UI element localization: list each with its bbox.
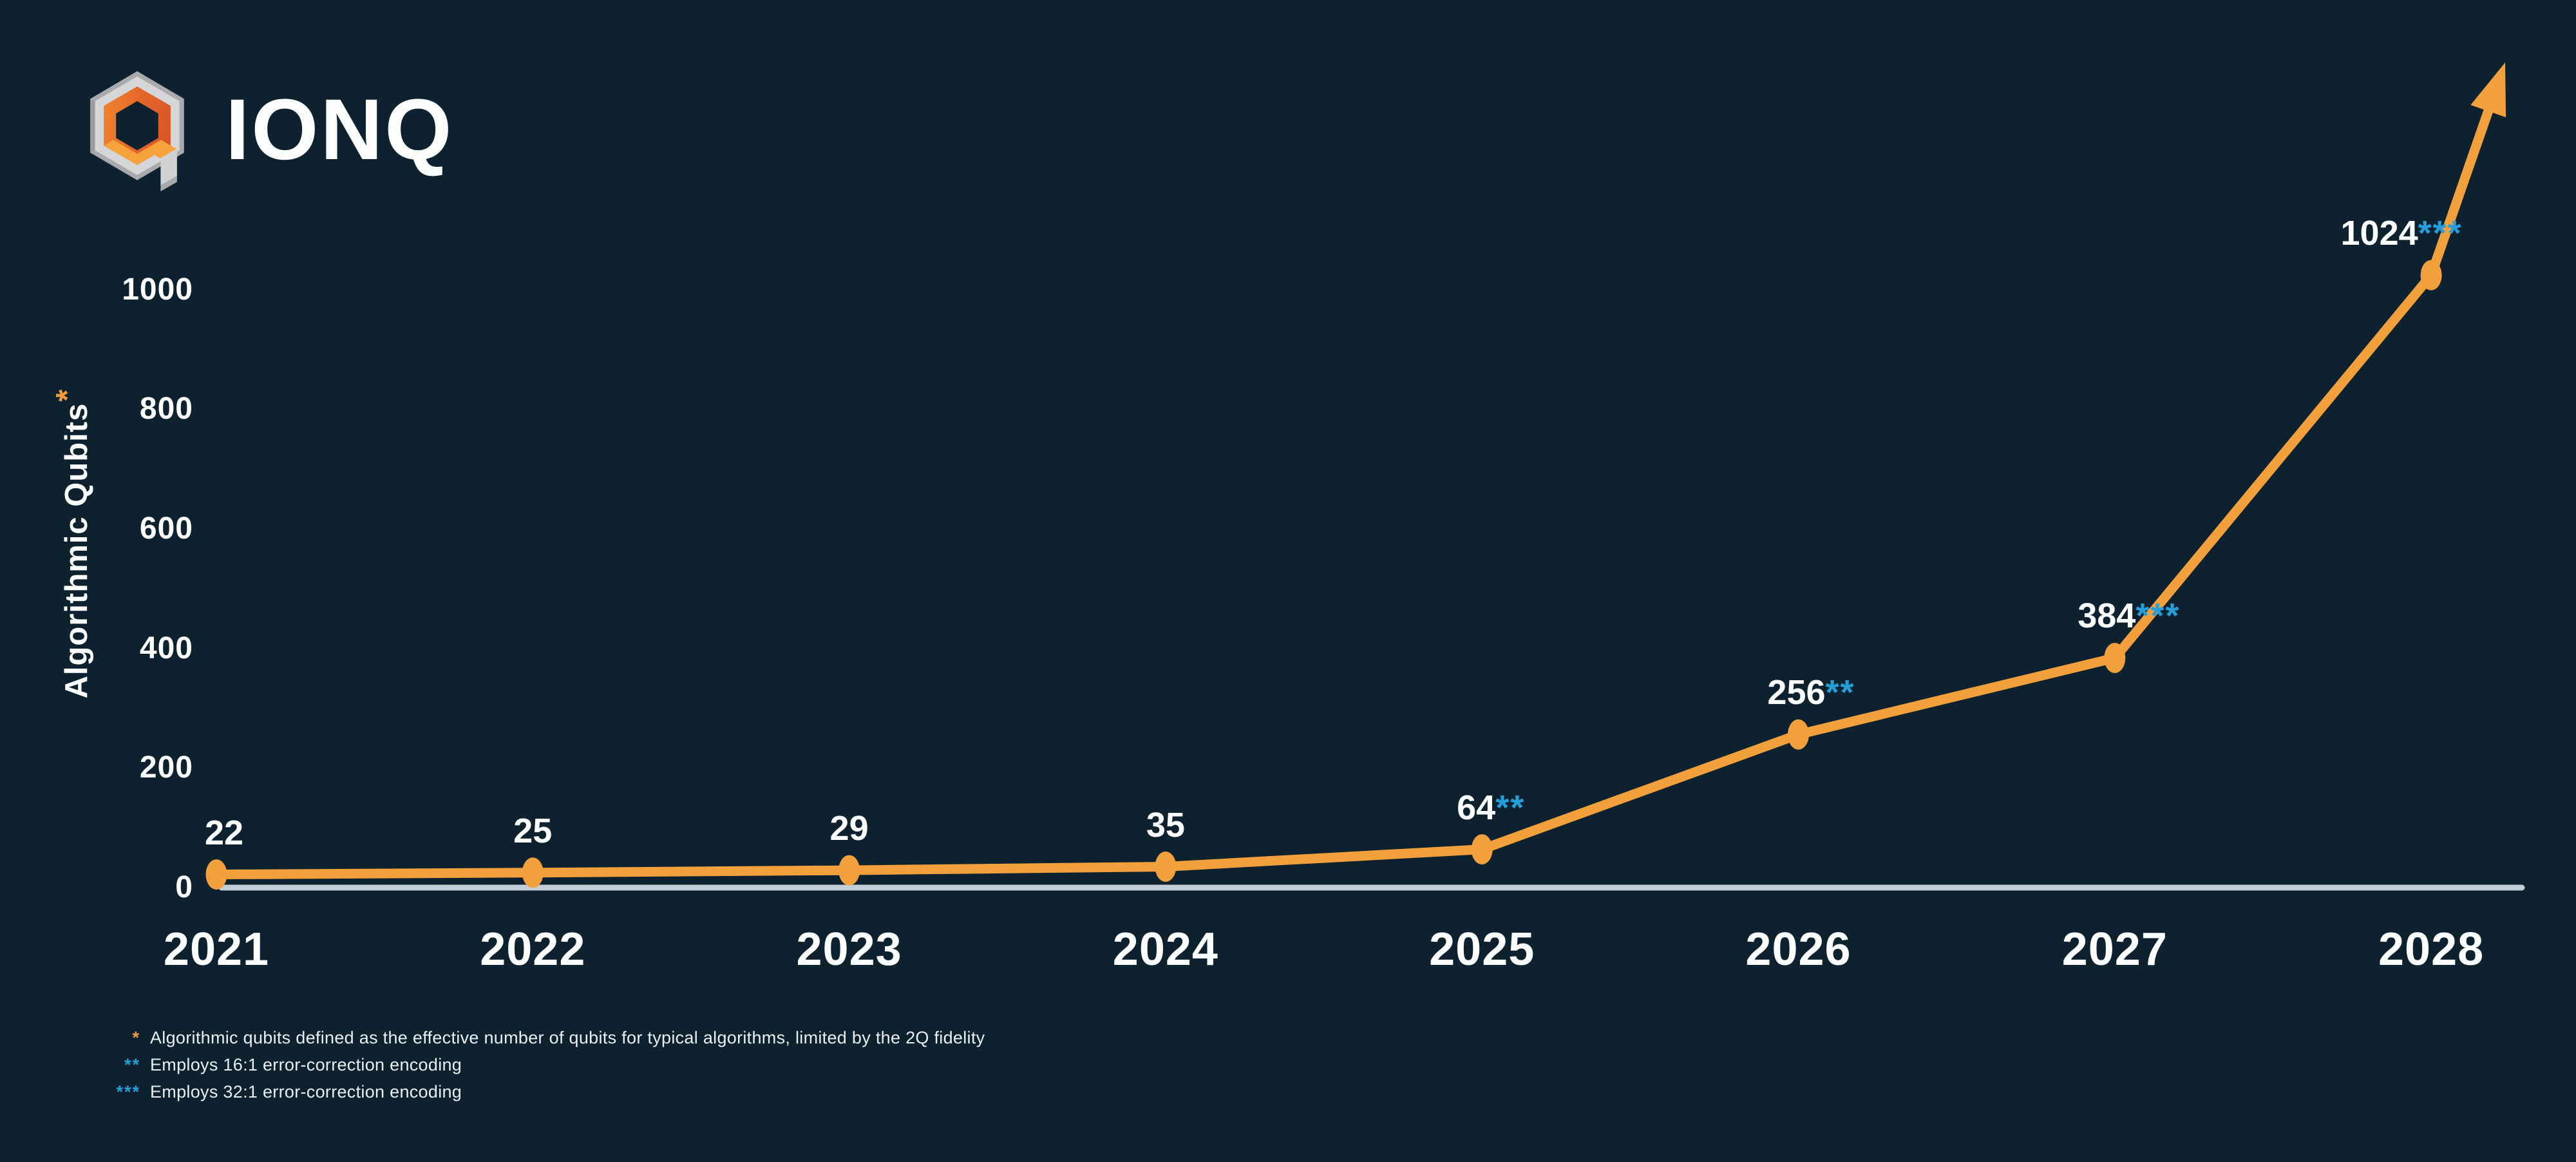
footnote-text: Algorithmic qubits defined as the effect…	[150, 1028, 985, 1047]
footnote-marker-blue: **	[1495, 788, 1526, 827]
data-point-dot	[1155, 852, 1177, 882]
footnote-text: Employs 32:1 error-correction encoding	[150, 1082, 462, 1101]
footnote: *** Employs 32:1 error-correction encodin…	[100, 1080, 985, 1104]
data-point-value: 22	[204, 813, 244, 852]
y-tick-label: 0	[175, 870, 193, 904]
footnote: * Algorithmic qubits defined as the effec…	[100, 1025, 985, 1050]
y-tick-label: 1000	[122, 272, 193, 307]
x-axis-label: 2024	[1112, 924, 1218, 975]
footnote-text: Employs 16:1 error-correction encoding	[150, 1055, 462, 1074]
data-point-dot	[1471, 834, 1493, 865]
trend-arrowhead	[2470, 62, 2506, 118]
data-point-label: 25	[513, 814, 552, 848]
y-tick-label: 800	[139, 392, 193, 426]
data-point-dot	[2420, 260, 2442, 290]
data-point-label: 22	[205, 815, 243, 850]
x-axis-label: 2026	[1745, 924, 1852, 975]
data-point-value: 64	[1457, 788, 1496, 827]
footnote-marker: ***	[116, 1082, 140, 1101]
data-point-label: 1024***	[2341, 216, 2463, 251]
data-point-dot	[838, 855, 860, 886]
data-point-value: 25	[513, 811, 553, 850]
footnote-marker: *	[132, 1028, 140, 1047]
x-axis-label: 2027	[2061, 924, 2168, 975]
data-point-value: 35	[1146, 805, 1185, 844]
ionq-logo-icon	[90, 71, 184, 192]
y-tick-label: 400	[139, 631, 193, 665]
data-point-value: 384	[2078, 596, 2136, 636]
x-axis-label: 2028	[2378, 924, 2485, 975]
data-point-value: 1024	[2340, 214, 2418, 253]
footnote-marker-blue: ***	[2418, 214, 2463, 253]
footnote-marker: **	[124, 1055, 140, 1074]
footnote: ** Employs 16:1 error-correction encoding	[100, 1052, 985, 1077]
data-point-dot	[1788, 719, 1809, 750]
footnote-marker-blue: ***	[2136, 596, 2181, 636]
y-tick-label: 600	[139, 511, 193, 546]
data-point-dot	[522, 857, 544, 888]
x-axis-label: 2021	[163, 924, 270, 975]
x-axis-label: 2022	[480, 924, 586, 975]
footnote-marker-blue: **	[1825, 673, 1855, 712]
data-point-label: 29	[830, 811, 869, 846]
x-axis-label: 2023	[796, 924, 902, 975]
data-point-label: 35	[1146, 808, 1185, 843]
data-point-dot	[205, 859, 227, 890]
data-point-label: 256**	[1767, 675, 1855, 710]
y-tick-label: 200	[139, 750, 193, 785]
footnotes: * Algorithmic qubits defined as the effec…	[100, 1025, 985, 1104]
data-point-value: 256	[1767, 673, 1826, 712]
data-point-dot	[2104, 642, 2126, 673]
data-point-value: 29	[829, 809, 869, 848]
data-point-label: 64**	[1457, 790, 1525, 825]
brand-wordmark: IONQ	[225, 82, 454, 178]
trend-line	[211, 106, 2494, 880]
brand-header: IONQ	[79, 62, 453, 198]
x-axis-label: 2025	[1429, 924, 1535, 975]
data-point-label: 384***	[2078, 598, 2180, 633]
